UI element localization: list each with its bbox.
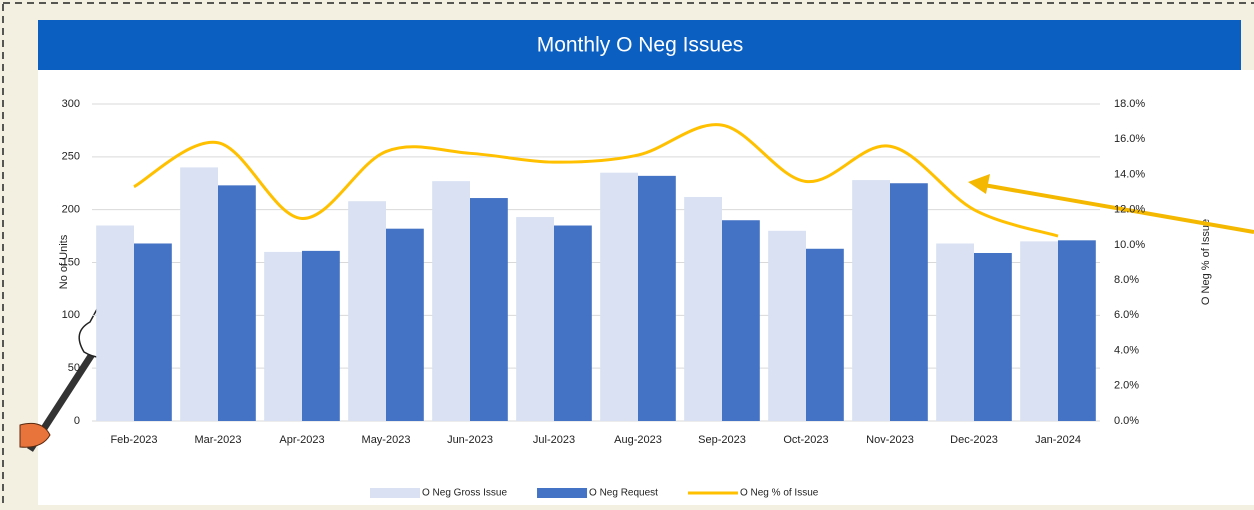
bar	[470, 198, 508, 421]
y2-tick-label: 10.0%	[1114, 239, 1145, 251]
bar	[264, 251, 302, 421]
y2-tick-label: 4.0%	[1114, 344, 1139, 356]
bar	[432, 181, 470, 421]
x-tick-label: Jul-2023	[533, 434, 575, 446]
y-tick-label: 200	[62, 204, 80, 216]
bar	[386, 228, 424, 421]
legend-label: O Neg Request	[589, 488, 658, 499]
annotation-arrow	[977, 182, 1254, 234]
y-tick-label: 250	[62, 151, 80, 163]
bar	[554, 225, 592, 421]
bar	[302, 250, 340, 421]
bar	[722, 220, 760, 421]
y2-tick-label: 16.0%	[1114, 133, 1145, 145]
legend-swatch	[537, 488, 588, 498]
bar	[516, 217, 554, 421]
y-tick-label: 100	[62, 309, 80, 321]
y2-axis-label: O Neg % of Issue	[1200, 219, 1212, 305]
x-tick-label: Apr-2023	[279, 434, 324, 446]
bar	[974, 252, 1012, 421]
bar	[806, 248, 844, 421]
y-tick-label: 50	[68, 362, 80, 374]
bar	[638, 175, 676, 421]
bar	[180, 167, 218, 421]
x-tick-label: Mar-2023	[194, 434, 241, 446]
bar	[1058, 240, 1096, 421]
x-tick-label: Nov-2023	[866, 434, 914, 446]
y-tick-label: 300	[62, 98, 80, 110]
y2-tick-label: 18.0%	[1114, 98, 1145, 110]
arrow-head	[968, 174, 990, 194]
x-tick-label: Feb-2023	[110, 434, 157, 446]
legend-swatch	[370, 488, 420, 498]
x-tick-label: Dec-2023	[950, 434, 998, 446]
legend-label: O Neg Gross Issue	[422, 488, 507, 499]
y2-tick-label: 2.0%	[1114, 380, 1139, 392]
y2-tick-label: 12.0%	[1114, 204, 1145, 216]
bar	[684, 196, 722, 421]
legend-label: O Neg % of Issue	[740, 488, 819, 499]
x-tick-label: Oct-2023	[783, 434, 828, 446]
y2-tick-label: 0.0%	[1114, 415, 1139, 427]
bar	[852, 180, 890, 421]
title-bar	[38, 20, 1241, 70]
bar	[890, 183, 928, 421]
bar	[768, 230, 806, 421]
bar	[134, 243, 172, 421]
bar	[600, 172, 638, 421]
x-tick-label: May-2023	[362, 434, 411, 446]
bar	[936, 243, 974, 421]
bar	[96, 225, 134, 421]
x-tick-label: Jun-2023	[447, 434, 493, 446]
x-tick-label: Aug-2023	[614, 434, 662, 446]
y2-tick-label: 14.0%	[1114, 168, 1145, 180]
chart-title: Monthly O Neg Issues	[537, 34, 744, 57]
line-series	[133, 123, 1059, 238]
y2-tick-label: 6.0%	[1114, 309, 1139, 321]
bar	[1020, 241, 1058, 421]
pointer-arm	[19, 422, 51, 448]
bar	[218, 185, 256, 421]
y2-tick-label: 8.0%	[1114, 274, 1139, 286]
x-tick-label: Jan-2024	[1035, 434, 1081, 446]
x-tick-label: Sep-2023	[698, 434, 746, 446]
y-tick-label: 150	[62, 256, 80, 268]
y-tick-label: 0	[74, 415, 80, 427]
bar	[348, 201, 386, 421]
y-axis-label: No of Units	[58, 234, 70, 289]
